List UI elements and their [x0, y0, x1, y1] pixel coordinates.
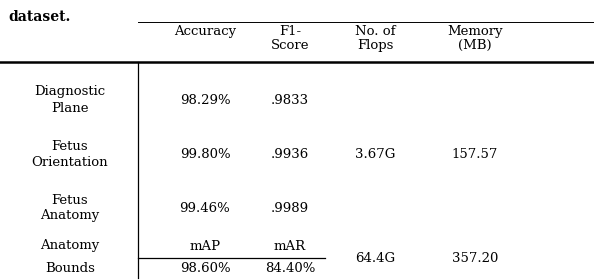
- Text: 98.60%: 98.60%: [180, 263, 230, 276]
- Text: Fetus: Fetus: [52, 193, 89, 207]
- Text: 98.29%: 98.29%: [180, 94, 230, 106]
- Text: Anatomy: Anatomy: [40, 239, 100, 253]
- Text: .9936: .9936: [271, 148, 309, 162]
- Text: mAR: mAR: [274, 241, 306, 253]
- Text: mAP: mAP: [189, 241, 220, 253]
- Text: Diagnostic: Diagnostic: [34, 85, 106, 99]
- Text: 357.20: 357.20: [452, 251, 498, 265]
- Text: Anatomy: Anatomy: [40, 209, 100, 223]
- Text: Plane: Plane: [51, 102, 89, 115]
- Text: Accuracy: Accuracy: [174, 25, 236, 38]
- Text: Flops: Flops: [357, 39, 393, 52]
- Text: No. of: No. of: [355, 25, 395, 38]
- Text: Score: Score: [271, 39, 309, 52]
- Text: F1-: F1-: [279, 25, 301, 38]
- Text: 84.40%: 84.40%: [265, 263, 315, 276]
- Text: dataset.: dataset.: [8, 10, 70, 24]
- Text: 64.4G: 64.4G: [355, 251, 395, 265]
- Text: Orientation: Orientation: [31, 157, 108, 169]
- Text: Fetus: Fetus: [52, 141, 89, 153]
- Text: Memory: Memory: [447, 25, 503, 38]
- Text: 157.57: 157.57: [452, 148, 498, 162]
- Text: Bounds: Bounds: [45, 262, 95, 274]
- Text: .9989: .9989: [271, 202, 309, 214]
- Text: .9833: .9833: [271, 94, 309, 106]
- Text: 3.67G: 3.67G: [355, 148, 395, 162]
- Text: 99.80%: 99.80%: [180, 148, 230, 162]
- Text: 99.46%: 99.46%: [179, 202, 230, 214]
- Text: (MB): (MB): [458, 39, 492, 52]
